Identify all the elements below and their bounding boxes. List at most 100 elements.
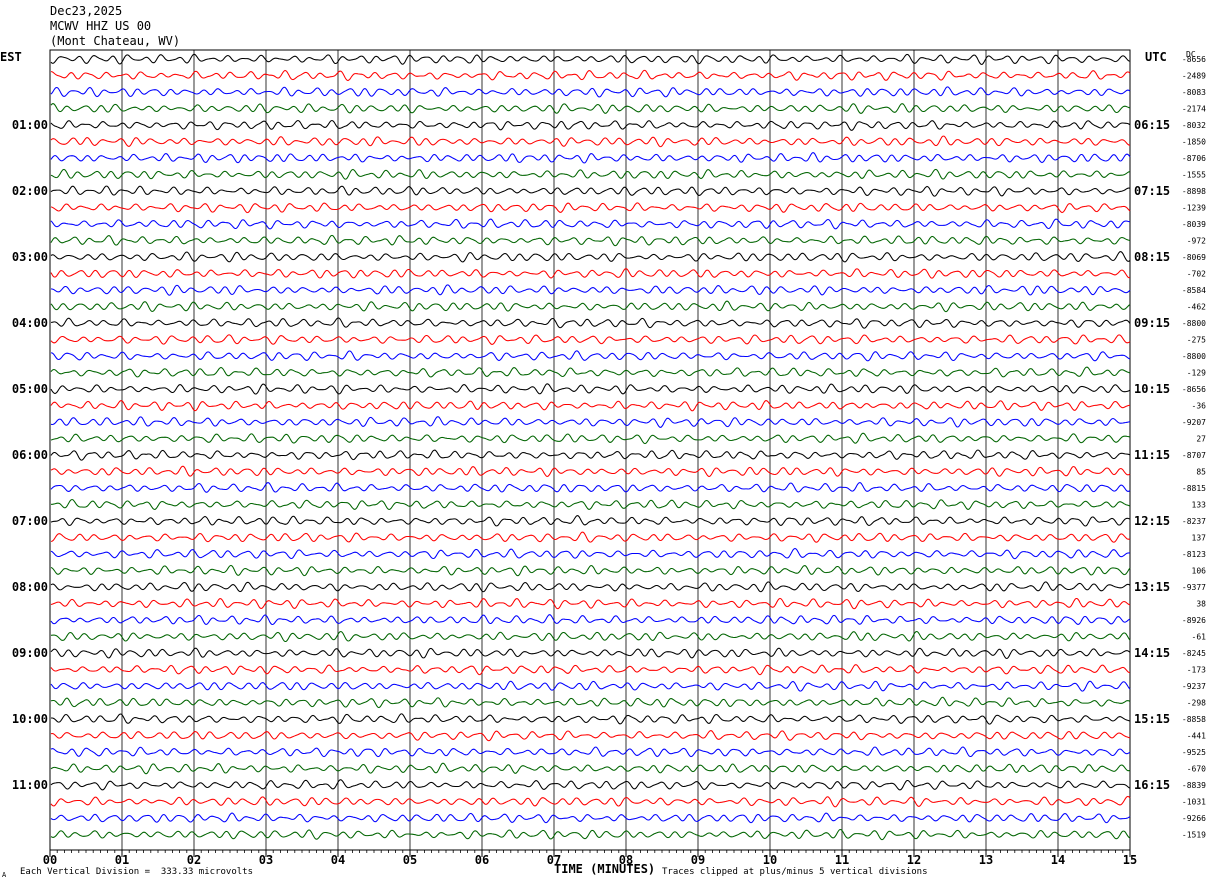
seismic-trace: [50, 317, 1131, 329]
seismic-trace: [50, 152, 1131, 164]
left-hour-label: 11:00: [12, 778, 48, 792]
seismic-trace: [50, 630, 1131, 643]
dc-offset-label: -8707: [1182, 451, 1206, 460]
dc-offset-label: -8800: [1182, 319, 1206, 328]
seismic-trace: [50, 795, 1131, 808]
seismic-trace: [50, 779, 1131, 791]
seismic-trace: [50, 251, 1131, 263]
clip-note: Traces clipped at plus/minus 5 vertical …: [662, 867, 928, 877]
dc-offset-label: -462: [1187, 303, 1206, 312]
dc-offset-label: -8069: [1182, 253, 1206, 262]
right-hour-label: 15:15: [1134, 712, 1170, 726]
seismic-trace: [50, 465, 1131, 478]
dc-offset-label: -1031: [1182, 798, 1206, 807]
dc-offset-label: -1239: [1182, 204, 1206, 213]
seismic-trace: [50, 547, 1131, 560]
dc-offset-label: -8039: [1182, 220, 1206, 229]
right-hour-label: 06:15: [1134, 118, 1170, 132]
left-hour-label: 03:00: [12, 250, 48, 264]
dc-offset-label: -298: [1187, 699, 1206, 708]
dc-offset-label: -9237: [1182, 682, 1206, 691]
plot-frame: [49, 49, 1131, 851]
x-tick-label: 14: [1051, 853, 1065, 867]
seismic-trace: [50, 69, 1131, 82]
dc-offset-label: -275: [1187, 336, 1206, 345]
left-hour-label: 04:00: [12, 316, 48, 330]
seismic-trace: [50, 581, 1131, 593]
dc-offset-label: -36: [1192, 402, 1207, 411]
seismic-trace: [50, 168, 1131, 180]
right-hour-label: 10:15: [1134, 382, 1170, 396]
dc-offset-label: -1850: [1182, 138, 1206, 147]
left-hour-label: 01:00: [12, 118, 48, 132]
x-tick-label: 12: [907, 853, 921, 867]
x-tick-label: 01: [115, 853, 129, 867]
dc-offset-label: -8237: [1182, 517, 1206, 526]
vertical-division-note: Each Vertical Division = 333.33 microvol…: [20, 867, 253, 877]
dc-offset-label: -8123: [1182, 550, 1206, 559]
seismic-trace: [50, 300, 1131, 313]
dc-offset-label: 137: [1192, 534, 1207, 543]
dc-label: DC: [1186, 50, 1196, 59]
dc-offset-label: -9525: [1182, 748, 1206, 757]
seismic-trace: [50, 185, 1131, 197]
seismic-trace: [50, 383, 1131, 395]
right-hour-label: 13:15: [1134, 580, 1170, 594]
dc-offset-label: -8839: [1182, 781, 1206, 790]
header-location: (Mont Chateau, WV): [50, 34, 181, 48]
seismic-trace: [50, 218, 1131, 230]
right-hour-label: 09:15: [1134, 316, 1170, 330]
corner-mark: A: [2, 871, 7, 879]
header-station: MCWV HHZ US 00: [50, 19, 152, 33]
x-tick-label: 15: [1123, 853, 1137, 867]
seismic-trace: [50, 498, 1131, 511]
left-hour-label: 08:00: [12, 580, 48, 594]
x-tick-label: 05: [403, 853, 417, 867]
dc-offset-label: -8245: [1182, 649, 1206, 658]
dc-offset-label: -8032: [1182, 121, 1206, 130]
dc-offset-label: 106: [1192, 567, 1207, 576]
dc-offset-label: -8656: [1182, 385, 1206, 394]
dc-offset-label: -1555: [1182, 171, 1206, 180]
seismic-trace: [50, 366, 1131, 378]
seismic-trace: [50, 614, 1131, 626]
seismic-trace: [50, 119, 1131, 131]
seismic-trace: [51, 713, 1131, 725]
dc-offset-label: 38: [1196, 600, 1206, 609]
x-tick-label: 02: [187, 853, 201, 867]
right-hour-label: 12:15: [1134, 514, 1170, 528]
dc-offset-label: -8800: [1182, 352, 1206, 361]
dc-offset-label: -972: [1187, 237, 1206, 246]
seismic-trace: [50, 746, 1131, 758]
dc-offset-label: -9207: [1182, 418, 1206, 427]
seismic-trace: [50, 416, 1131, 428]
left-hour-label: 09:00: [12, 646, 48, 660]
x-tick-label: 00: [43, 853, 57, 867]
left-hour-label: 02:00: [12, 184, 48, 198]
seismic-trace: [50, 432, 1131, 445]
dc-offset-label: -8815: [1182, 484, 1206, 493]
seismic-trace: [50, 449, 1131, 461]
seismic-trace: [50, 647, 1131, 660]
seismic-trace: [50, 597, 1131, 610]
dc-offset-label: -9266: [1182, 814, 1206, 823]
seismic-trace: [50, 730, 1131, 742]
x-tick-label: 09: [691, 853, 705, 867]
seismic-trace: [50, 531, 1131, 543]
dc-offset-label: -8858: [1182, 715, 1206, 724]
seismic-trace: [50, 515, 1131, 527]
right-hour-label: 14:15: [1134, 646, 1170, 660]
right-hour-label: 16:15: [1134, 778, 1170, 792]
seismic-trace: [50, 400, 1131, 412]
dc-offset-label: -8083: [1182, 88, 1206, 97]
x-tick-label: 10: [763, 853, 777, 867]
dc-offset-label: -8706: [1182, 154, 1206, 163]
seismic-trace: [50, 135, 1131, 148]
seismic-trace: [50, 664, 1130, 676]
seismic-trace: [50, 828, 1131, 841]
x-tick-label: 13: [979, 853, 993, 867]
dc-offset-label: -2489: [1182, 72, 1206, 81]
seismic-trace: [51, 350, 1131, 362]
dc-offset-label: -173: [1187, 666, 1206, 675]
